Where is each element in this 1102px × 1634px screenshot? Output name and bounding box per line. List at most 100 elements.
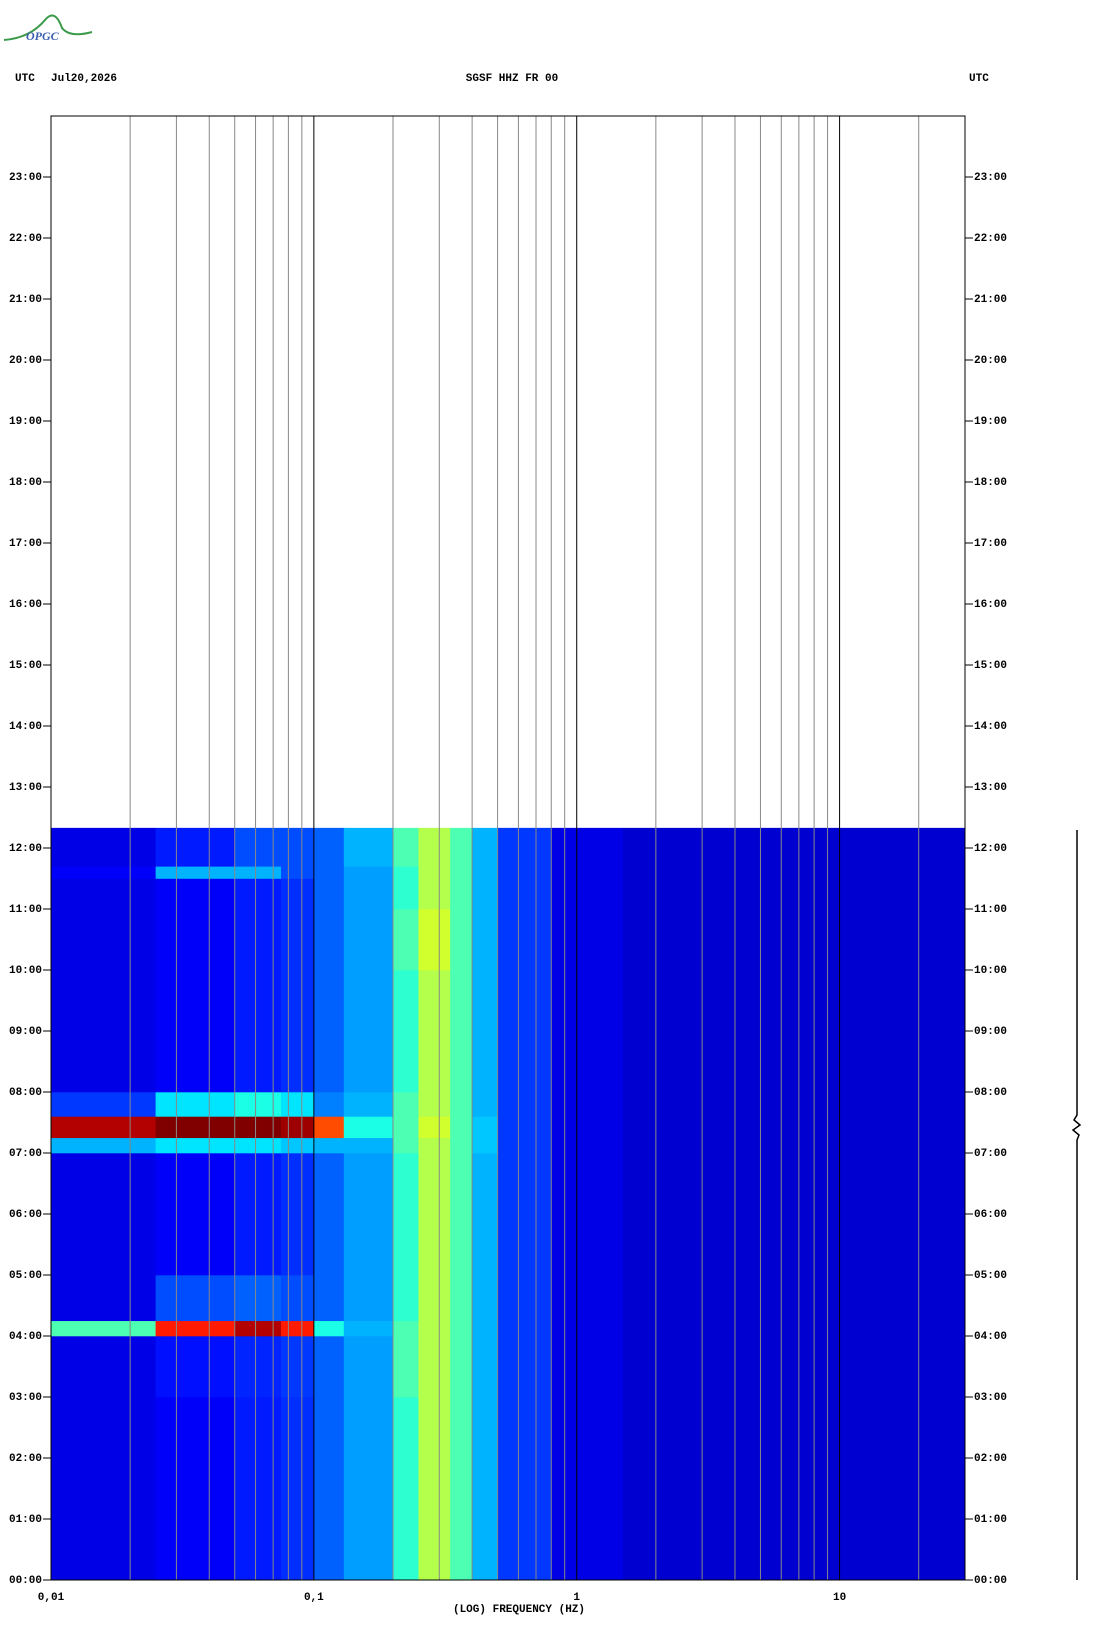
heatmap-cell [281,1397,315,1459]
heatmap-cell [418,878,451,910]
heatmap-cell [234,827,282,867]
heatmap-cell [313,1320,345,1337]
seismogram-trace [1071,830,1082,1580]
heatmap-cell [234,1092,282,1117]
heatmap-cell [343,1519,394,1581]
heatmap-cell [497,1031,552,1093]
heatmap-cell [472,1397,499,1459]
heatmap-cell [472,1031,499,1093]
heatmap-cell [450,1031,473,1093]
heatmap-cell [313,878,345,910]
heatmap-cell [497,970,552,1032]
heatmap-cell [392,1137,419,1154]
heatmap-cell [392,1092,419,1117]
heatmap-cell [450,1320,473,1337]
heatmap-cell [623,1336,966,1398]
heatmap-cell [551,1336,624,1398]
heatmap-cell [392,970,419,1032]
heatmap-cell [472,1458,499,1520]
heatmap-cell [51,827,157,867]
heatmap-cell [155,909,236,971]
heatmap-cell [418,1214,451,1276]
logo: OPGC [3,14,93,43]
heatmap-cell [392,909,419,971]
y-tick-label: 04:00 [9,1331,42,1343]
heatmap-cell [623,1092,966,1117]
heatmap-cell [313,1458,345,1520]
heatmap-cell [313,1092,345,1117]
heatmap-cell [51,1320,157,1337]
y-tick-label: 15:00 [9,660,42,672]
heatmap-cell [472,1519,499,1581]
heatmap-cell [497,1214,552,1276]
y-tick-label: 06:00 [9,1209,42,1221]
heatmap-cell [472,1116,499,1139]
heatmap-cell [418,827,451,867]
heatmap-cell [418,1397,451,1459]
y-tick-label: 18:00 [9,477,42,489]
heatmap-cell [497,866,552,879]
heatmap-cell [392,1116,419,1139]
heatmap-cell [392,866,419,879]
heatmap-cell [51,878,157,910]
heatmap-cell [51,1458,157,1520]
heatmap-cell [313,1116,345,1139]
axes: 0,01 0,1 1 10 00:00 00:00 01:00 01:00 02:00 02:00… [9,115,1007,1604]
heatmap-cell [450,909,473,971]
heatmap-cell [281,1336,315,1398]
heatmap-cell [343,1153,394,1215]
heatmap-cell [418,1031,451,1093]
heatmap-cell [418,1153,451,1215]
y-tick-label: 12:00 [9,843,42,855]
y-tick-label: 06:00 [974,1209,1007,1221]
heatmap-cell [313,1519,345,1581]
heatmap-cell [551,1137,624,1154]
heatmap-cell [155,878,236,910]
heatmap-cell [623,1031,966,1093]
heatmap-cell [234,1031,282,1093]
heatmap-cell [551,1116,624,1139]
heatmap-cell [472,827,499,867]
heatmap-cell [418,1137,451,1154]
y-tick-label: 09:00 [974,1026,1007,1038]
heatmap-cell [392,1275,419,1322]
heatmap-cell [51,1031,157,1093]
heatmap-cell [155,1275,236,1322]
heatmap-cell [472,1137,499,1154]
y-tick-label: 14:00 [974,721,1007,733]
heatmap-cell [497,909,552,971]
heatmap-cell [343,1214,394,1276]
heatmap-cell [234,1137,282,1154]
heatmap-cell [450,970,473,1032]
heatmap-cell [472,1275,499,1322]
heatmap-cell [472,1153,499,1215]
heatmap-cell [450,1397,473,1459]
y-tick-label: 05:00 [9,1270,42,1282]
heatmap-cell [472,909,499,971]
heatmap-cell [497,1092,552,1117]
heatmap-cell [51,1153,157,1215]
heatmap-cell [418,970,451,1032]
heatmap-cell [418,1336,451,1398]
heatmap-cell [497,1519,552,1581]
heatmap-cell [623,1397,966,1459]
y-tick-label: 02:00 [974,1453,1007,1465]
heatmap-cell [281,866,315,879]
heatmap-cell [51,866,157,879]
y-tick-label: 21:00 [974,294,1007,306]
heatmap-cell [497,1153,552,1215]
y-tick-label: 23:00 [974,172,1007,184]
heatmap-cell [551,970,624,1032]
heatmap-cell [281,1137,315,1154]
heatmap-cell [450,1153,473,1215]
heatmap-cell [155,1092,236,1117]
heatmap-cell [155,1458,236,1520]
heatmap-cell [623,827,966,867]
zone-label: UTC [969,73,989,85]
heatmap-cell [497,1275,552,1322]
heatmap-cell [155,1519,236,1581]
heatmap-cell [551,1031,624,1093]
heatmap-cell [281,1116,315,1139]
y-tick-label: 15:00 [974,660,1007,672]
heatmap-cell [623,909,966,971]
